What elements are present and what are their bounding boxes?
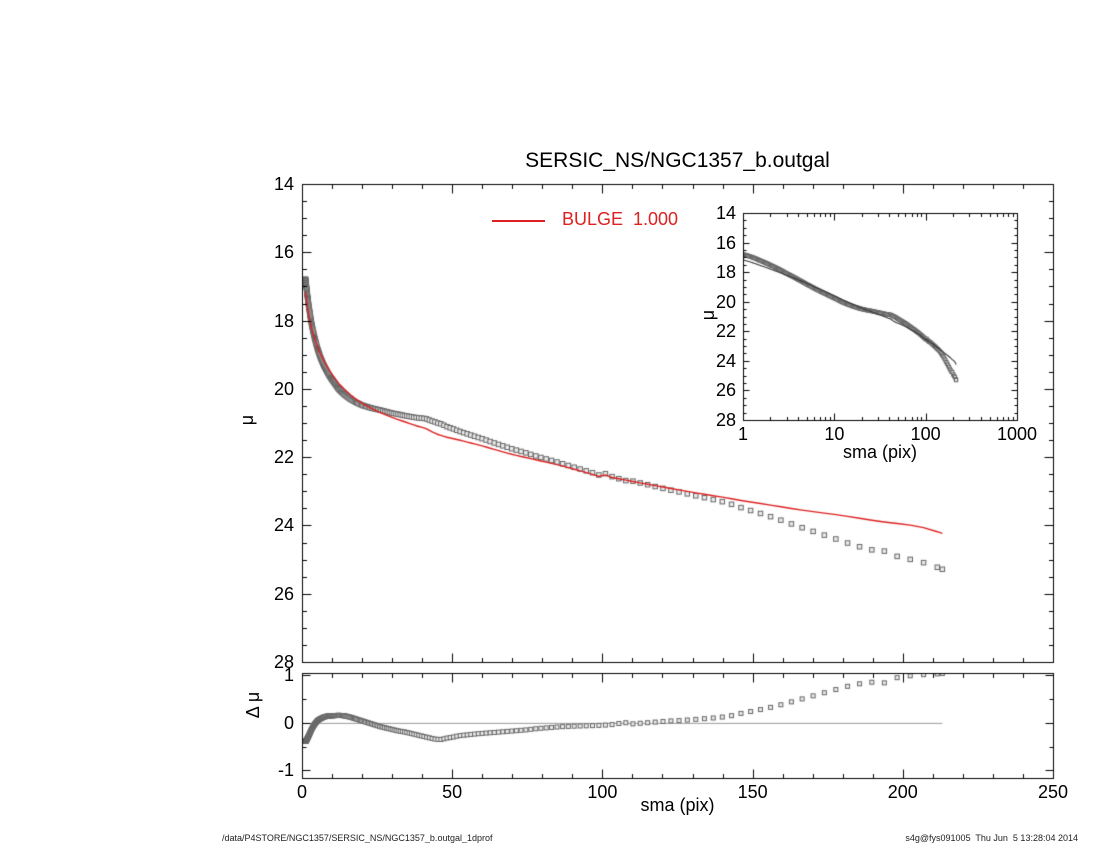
footer-file-path: /data/P4STORE/NGC1357/SERSIC_NS/NGC1357_… [222, 833, 493, 843]
inset-y-tick-label: 20 [715, 291, 736, 312]
main-y-tick-label: 24 [273, 515, 294, 536]
residual-y-tick-label: 0 [283, 712, 294, 733]
main-y-tick-label: 16 [273, 242, 294, 263]
inset-x-axis-label: sma (pix) [842, 442, 917, 462]
residual-y-tick-label: 1 [283, 665, 294, 686]
main-y-tick-label: 22 [273, 447, 294, 468]
main-y-tick-label: 20 [273, 378, 294, 399]
residual-y-tick-label: -1 [277, 760, 294, 781]
inset-y-tick-label: 18 [715, 262, 736, 283]
page-title: SERSIC_NS/NGC1357_b.outgal [525, 149, 830, 172]
inset-x-tick-label: 100 [910, 424, 941, 444]
main-y-tick-label: 18 [273, 310, 294, 331]
inset-x-tick-label: 10 [824, 424, 845, 444]
x-tick-label: 0 [296, 782, 307, 802]
inset-y-tick-label: 14 [715, 203, 736, 223]
main-y-tick-label: 26 [273, 583, 294, 604]
footer-user-timestamp: s4g@fys091005 Thu Jun 5 13:28:04 2014 [905, 833, 1078, 843]
x-tick-label: 200 [887, 782, 918, 802]
legend-line-sample [492, 220, 545, 222]
main-y-axis-label: μ [237, 414, 257, 426]
inset-y-tick-label: 26 [715, 380, 736, 401]
x-tick-label: 250 [1037, 782, 1069, 802]
inset-y-tick-label: 28 [715, 410, 736, 430]
inset-y-tick-label: 22 [715, 321, 736, 342]
legend-label: BULGE 1.000 [562, 209, 679, 229]
x-axis-label: sma (pix) [640, 795, 715, 815]
inset-x-tick-label: 1000 [996, 424, 1038, 444]
x-tick-label: 50 [442, 782, 463, 802]
inset-y-tick-label: 24 [715, 350, 736, 371]
main-y-tick-label: 14 [273, 174, 294, 194]
inset-y-tick-label: 16 [715, 232, 736, 253]
inset-x-tick-label: 1 [737, 424, 748, 444]
x-tick-label: 150 [737, 782, 768, 802]
x-tick-label: 100 [587, 782, 618, 802]
main-y-tick-label: 28 [273, 652, 294, 672]
